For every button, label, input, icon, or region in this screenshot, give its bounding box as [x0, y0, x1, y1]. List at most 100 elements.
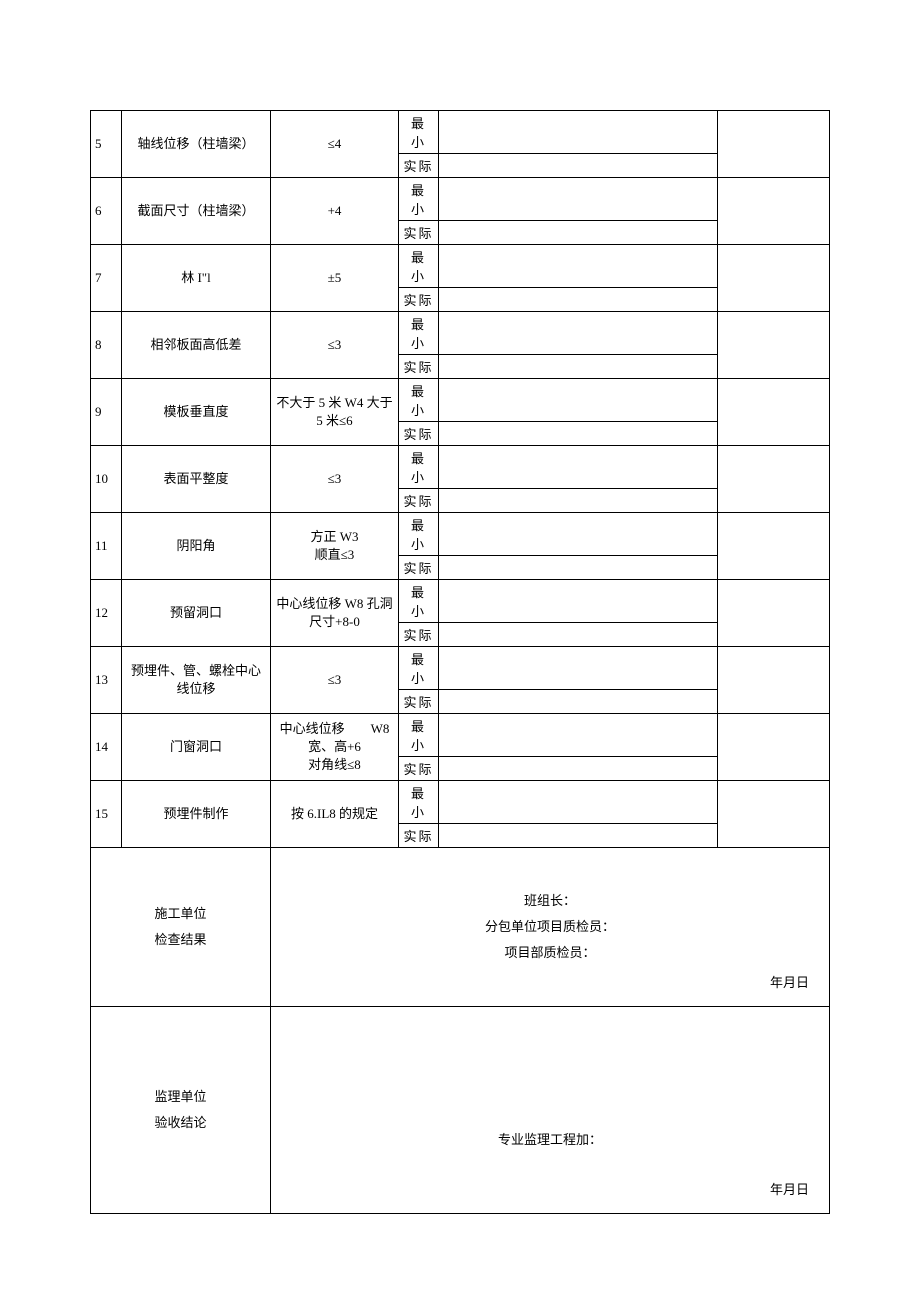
measurement-min [439, 379, 718, 422]
row-standard: ±5 [271, 245, 399, 312]
measurement-actual [439, 422, 718, 446]
measurement-actual [439, 489, 718, 513]
label-actual: 实际 [399, 757, 439, 781]
result-cell [718, 379, 830, 446]
measurement-min [439, 580, 718, 623]
row-num: 7 [91, 245, 122, 312]
row-name: 门窗洞口 [121, 714, 270, 781]
measurement-actual [439, 355, 718, 379]
row-num: 8 [91, 312, 122, 379]
row-standard: ≤3 [271, 647, 399, 714]
measurement-min [439, 111, 718, 154]
label-actual: 实际 [399, 623, 439, 647]
result-cell [718, 714, 830, 781]
label-actual: 实际 [399, 154, 439, 178]
row-num: 13 [91, 647, 122, 714]
measurement-actual [439, 221, 718, 245]
measurement-min [439, 647, 718, 690]
result-cell [718, 312, 830, 379]
result-cell [718, 580, 830, 647]
label-actual: 实际 [399, 355, 439, 379]
construction-line-2: 分包单位项目质检员： [291, 914, 809, 940]
row-num: 11 [91, 513, 122, 580]
row-num: 10 [91, 446, 122, 513]
result-cell [718, 245, 830, 312]
row-name: 相邻板面高低差 [121, 312, 270, 379]
inspection-table: 5轴线位移（柱墙梁）≤4最 小实际6截面尺寸（柱墙梁）+4最 小实际7林 I"l… [90, 110, 830, 1214]
label-min: 最 小 [399, 178, 439, 221]
label-actual: 实际 [399, 422, 439, 446]
measurement-actual [439, 690, 718, 714]
construction-label-1: 施工单位 [101, 901, 260, 927]
row-standard: 中心线位移 W8 宽、高+6 对角线≤8 [271, 714, 399, 781]
measurement-min [439, 714, 718, 757]
construction-result-cell: 班组长： 分包单位项目质检员： 项目部质检员： 年月日 [271, 848, 830, 1007]
row-name: 模板垂直度 [121, 379, 270, 446]
row-num: 9 [91, 379, 122, 446]
label-actual: 实际 [399, 489, 439, 513]
label-min: 最 小 [399, 111, 439, 154]
supervision-label-2: 验收结论 [101, 1110, 260, 1136]
label-min: 最 小 [399, 647, 439, 690]
label-min: 最 小 [399, 312, 439, 355]
label-min: 最 小 [399, 446, 439, 489]
construction-date: 年月日 [770, 970, 809, 996]
row-name: 预埋件制作 [121, 781, 270, 848]
row-num: 6 [91, 178, 122, 245]
measurement-actual [439, 623, 718, 647]
row-num: 5 [91, 111, 122, 178]
label-min: 最 小 [399, 580, 439, 623]
result-cell [718, 647, 830, 714]
row-name: 截面尺寸（柱墙梁） [121, 178, 270, 245]
measurement-min [439, 178, 718, 221]
row-name: 预留洞口 [121, 580, 270, 647]
measurement-actual [439, 556, 718, 580]
result-cell [718, 446, 830, 513]
row-standard: 中心线位移 W8 孔洞尺寸+8-0 [271, 580, 399, 647]
row-name: 阴阳角 [121, 513, 270, 580]
row-num: 12 [91, 580, 122, 647]
result-cell [718, 781, 830, 848]
measurement-min [439, 513, 718, 556]
label-actual: 实际 [399, 288, 439, 312]
label-actual: 实际 [399, 221, 439, 245]
row-standard: +4 [271, 178, 399, 245]
label-min: 最 小 [399, 781, 439, 824]
row-name: 轴线位移（柱墙梁） [121, 111, 270, 178]
row-name: 预埋件、管、螺栓中心线位移 [121, 647, 270, 714]
measurement-actual [439, 824, 718, 848]
measurement-min [439, 781, 718, 824]
construction-line-1: 班组长： [291, 888, 809, 914]
measurement-actual [439, 288, 718, 312]
measurement-min [439, 312, 718, 355]
row-standard: 方正 W3 顺直≤3 [271, 513, 399, 580]
measurement-actual [439, 757, 718, 781]
result-cell [718, 513, 830, 580]
row-name: 林 I"l [121, 245, 270, 312]
measurement-min [439, 446, 718, 489]
label-min: 最 小 [399, 714, 439, 757]
construction-line-3: 项目部质检员： [291, 940, 809, 966]
row-standard: ≤4 [271, 111, 399, 178]
row-standard: ≤3 [271, 446, 399, 513]
label-actual: 实际 [399, 556, 439, 580]
result-cell [718, 111, 830, 178]
measurement-min [439, 245, 718, 288]
construction-unit-label: 施工单位 检查结果 [91, 848, 271, 1007]
label-min: 最 小 [399, 513, 439, 556]
label-actual: 实际 [399, 824, 439, 848]
row-num: 15 [91, 781, 122, 848]
construction-label-2: 检查结果 [101, 927, 260, 953]
label-min: 最 小 [399, 379, 439, 422]
supervision-label-1: 监理单位 [101, 1084, 260, 1110]
supervision-unit-label: 监理单位 验收结论 [91, 1007, 271, 1214]
supervision-line: 专业监理工程加： [291, 1127, 809, 1153]
supervision-date: 年月日 [770, 1177, 809, 1203]
row-num: 14 [91, 714, 122, 781]
row-standard: ≤3 [271, 312, 399, 379]
supervision-result-cell: 专业监理工程加： 年月日 [271, 1007, 830, 1214]
label-min: 最 小 [399, 245, 439, 288]
label-actual: 实际 [399, 690, 439, 714]
row-standard: 不大于 5 米 W4 大于 5 米≤6 [271, 379, 399, 446]
row-name: 表面平整度 [121, 446, 270, 513]
